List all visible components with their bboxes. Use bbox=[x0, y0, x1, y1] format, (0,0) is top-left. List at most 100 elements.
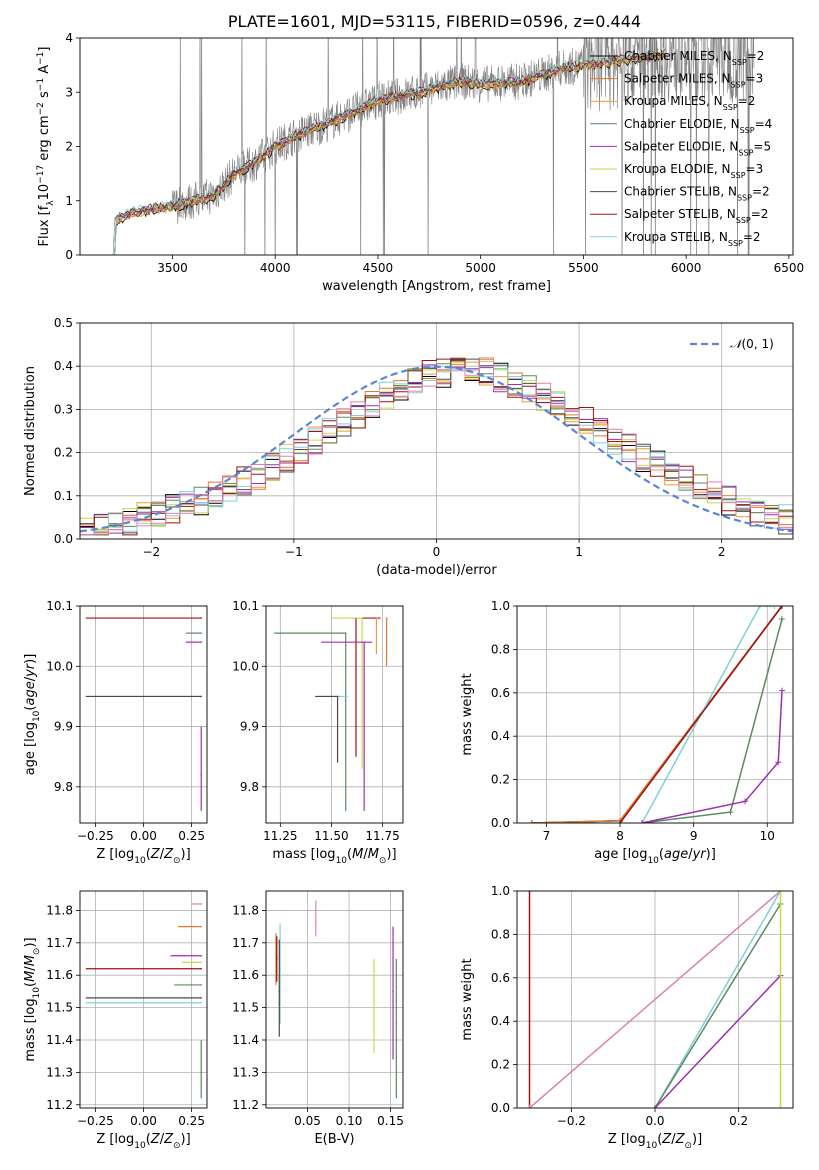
model-line-salpeter-miles bbox=[112, 55, 666, 255]
x-tick-label: −2 bbox=[142, 545, 160, 559]
y-tick-label: 0.0 bbox=[491, 816, 510, 830]
line-marker bbox=[652, 1105, 658, 1108]
x-tick-label: 10 bbox=[760, 829, 775, 843]
figure-title: PLATE=1601, MJD=53115, FIBERID=0596, z=0… bbox=[227, 12, 642, 31]
normal-distribution-curve bbox=[80, 365, 793, 533]
axes-frame bbox=[516, 890, 794, 1109]
line-marker bbox=[756, 606, 763, 609]
y-tick-label: 0 bbox=[65, 248, 73, 262]
x-tick-label: 0.2 bbox=[729, 1114, 748, 1128]
y-tick-label: 11.2 bbox=[46, 1098, 73, 1112]
spectrum-legend: Chabrier MILES, NSSP=2 Salpeter MILES, NS… bbox=[590, 49, 772, 247]
line-marker bbox=[771, 606, 778, 609]
axes-frame bbox=[79, 322, 794, 540]
y-tick-label: 11.8 bbox=[232, 903, 259, 917]
x-tick-label: −1 bbox=[285, 545, 303, 559]
x-tick-label: 0.0 bbox=[645, 1114, 664, 1128]
y-tick-label: 0.4 bbox=[54, 359, 73, 373]
y-tick-label: 2 bbox=[65, 140, 73, 154]
x-tick-label: 5500 bbox=[568, 261, 599, 275]
data-point bbox=[315, 919, 317, 921]
data-point bbox=[200, 773, 203, 776]
plot-area bbox=[275, 900, 398, 1099]
axes-layer: −2 −1 0 1 2 0.0 0.1 0.2 0.3 0.4 0.5 (data-model)/er… bbox=[23, 316, 794, 578]
axes-frame bbox=[265, 605, 404, 824]
grid-layer bbox=[266, 891, 403, 1108]
model-line-kroupa-elodie bbox=[112, 50, 666, 255]
model-line-salpeter-stelib bbox=[112, 48, 666, 255]
mass-vs-metallicity-panel: −0.25 0.00 0.25 11.2 11.3 11.4 11.5 11.6 11.7 11.… bbox=[23, 890, 208, 1151]
age-vs-mass-panel: 11.25 11.50 11.75 9.8 9.9 10.0 10.1 mass [log10… bbox=[232, 599, 404, 866]
data-point bbox=[385, 617, 388, 619]
mass-vs-extinction-panel: 0.05 0.10 0.15 11.2 11.3 11.4 11.5 11.6 11.7 11.8… bbox=[232, 890, 404, 1147]
legend-entry: Salpeter STELIB, NSSP=2 bbox=[624, 207, 768, 225]
axes-layer: 0.05 0.10 0.15 11.2 11.3 11.4 11.5 11.6 11.7 11.8… bbox=[232, 890, 404, 1147]
cumulative-line-salpeter-miles bbox=[531, 606, 783, 823]
x-axis-label: E(B-V) bbox=[314, 1132, 354, 1147]
line-marker bbox=[727, 809, 734, 816]
y-tick-label: 0.1 bbox=[54, 489, 73, 503]
observed-spectrum-line bbox=[112, 38, 755, 255]
mass-weight-vs-metallicity-panel: −0.2 0.0 0.2 0.0 0.2 0.4 0.6 0.8 1.0 Z [log10(Z/Z… bbox=[460, 884, 794, 1151]
y-tick-label: 0.0 bbox=[491, 1101, 510, 1115]
axes-frame bbox=[79, 37, 794, 256]
mass-weight-vs-age-panel: 7 8 9 10 0.0 0.2 0.4 0.6 0.8 1.0 age [log10(age/yr… bbox=[460, 599, 794, 866]
x-tick-label: 6500 bbox=[774, 261, 805, 275]
data-point bbox=[200, 641, 203, 643]
y-tick-label: 10.1 bbox=[46, 599, 73, 613]
line-marker bbox=[777, 891, 784, 894]
x-tick-label: 11.25 bbox=[263, 829, 297, 843]
axes-frame bbox=[516, 605, 794, 824]
data-point bbox=[275, 958, 278, 960]
residuals-panel: −2 −1 0 1 2 0.0 0.1 0.2 0.3 0.4 0.5 (data-model)/er… bbox=[23, 316, 794, 578]
plot-area bbox=[274, 617, 388, 811]
y-tick-label: 0.6 bbox=[491, 971, 510, 985]
y-tick-label: 9.8 bbox=[240, 780, 259, 794]
cumulative-line-chabrier-miles bbox=[531, 606, 783, 823]
x-axis-label: Z [log10(Z/Z⊙)] bbox=[608, 1132, 702, 1151]
plot-area bbox=[85, 903, 203, 1099]
line-marker bbox=[777, 1105, 784, 1108]
data-point bbox=[200, 903, 203, 905]
y-tick-label: 0.4 bbox=[491, 729, 510, 743]
x-axis-label: age [log10(age/yr)] bbox=[594, 847, 716, 866]
y-tick-label: 0.8 bbox=[491, 927, 510, 941]
model-line-kroupa-miles bbox=[112, 53, 666, 255]
x-tick-label: 0.15 bbox=[377, 1114, 404, 1128]
plot-area bbox=[85, 617, 203, 811]
y-tick-label: 11.4 bbox=[46, 1033, 73, 1047]
x-tick-label: −0.2 bbox=[557, 1114, 586, 1128]
x-tick-label: 0.00 bbox=[130, 1114, 157, 1128]
grid-layer bbox=[266, 605, 403, 823]
data-point bbox=[375, 617, 378, 619]
data-point bbox=[392, 990, 394, 993]
axes-layer: −0.25 0.00 0.25 11.2 11.3 11.4 11.5 11.6 11.7 11.… bbox=[23, 890, 208, 1151]
axes-layer: 11.25 11.50 11.75 9.8 9.9 10.0 10.1 mass [log10… bbox=[232, 599, 404, 866]
y-tick-label: 1.0 bbox=[491, 599, 510, 613]
line-marker bbox=[526, 1105, 533, 1108]
y-tick-label: 9.9 bbox=[240, 720, 259, 734]
cumulative-line-kroupa-stelib bbox=[654, 891, 782, 1108]
y-axis-label: mass weight bbox=[460, 673, 475, 755]
data-point bbox=[200, 632, 203, 634]
x-tick-label: 0.05 bbox=[294, 1114, 321, 1128]
legend-entry: 𝒩(0, 1) bbox=[730, 337, 774, 351]
plot-area bbox=[80, 357, 793, 536]
residuals-legend: 𝒩(0, 1) bbox=[690, 337, 774, 351]
plot-area bbox=[528, 606, 785, 823]
axes-frame bbox=[79, 890, 208, 1109]
y-tick-label: 10.0 bbox=[46, 659, 73, 673]
y-tick-label: 10.0 bbox=[232, 659, 259, 673]
y-tick-label: 10.1 bbox=[232, 599, 259, 613]
model-line-salpeter-elodie bbox=[112, 52, 666, 255]
y-tick-label: 1.0 bbox=[491, 884, 510, 898]
y-tick-label: 1 bbox=[65, 194, 73, 208]
x-axis-label: wavelength [Angstrom, rest frame] bbox=[322, 279, 551, 294]
y-tick-label: 0.8 bbox=[491, 642, 510, 656]
y-axis-label: Flux [fλ10−17 erg cm−2 s−1 A−1] bbox=[36, 47, 56, 247]
axes-frame bbox=[79, 605, 208, 824]
plot-area bbox=[526, 891, 784, 1108]
legend-entry: Salpeter MILES, NSSP=3 bbox=[624, 72, 763, 90]
x-tick-label: 2 bbox=[718, 545, 726, 559]
